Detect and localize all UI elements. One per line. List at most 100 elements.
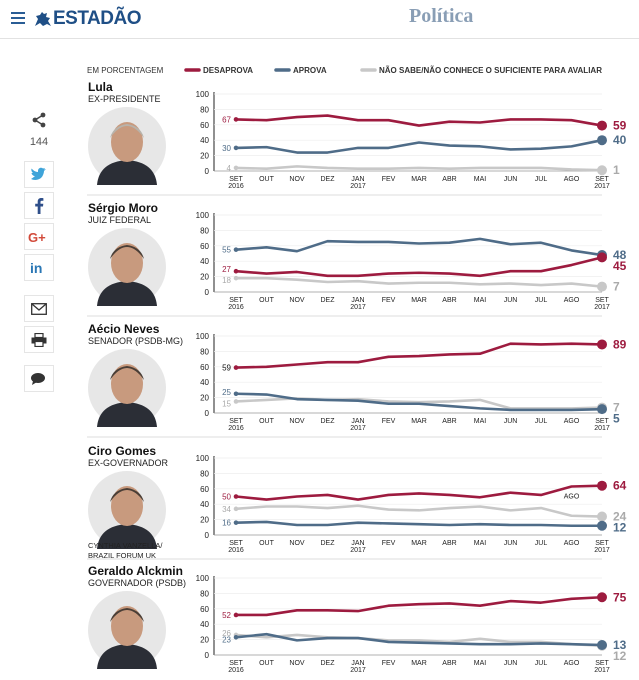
data-point: [597, 511, 607, 522]
data-point: [597, 480, 607, 491]
data-point: [570, 119, 573, 121]
data-point: [540, 241, 542, 244]
twitter-button[interactable]: [24, 161, 54, 188]
end-label: 48: [613, 248, 627, 262]
data-point: [570, 168, 573, 171]
print-icon: [31, 332, 47, 347]
data-point: [509, 600, 512, 602]
x-tick-label: SET: [229, 540, 243, 547]
x-tick-label: JUN: [504, 297, 518, 304]
data-point: [570, 264, 573, 266]
data-point: [296, 609, 298, 612]
data-point: [296, 250, 298, 252]
photo-face: [111, 486, 143, 526]
data-point: [540, 270, 542, 273]
photo-face: [111, 122, 143, 162]
data-point: [479, 275, 481, 277]
data-point: [479, 399, 481, 401]
candidate-role: EX-GOVERNADOR: [88, 458, 169, 468]
data-point: [387, 604, 390, 607]
data-point: [387, 508, 390, 511]
x-tick-label: SET: [229, 660, 243, 667]
series-line-0: [235, 114, 603, 127]
x-tick-label: AGO: [564, 418, 580, 425]
photo-face: [111, 606, 143, 646]
data-point: [265, 633, 268, 636]
data-point: [233, 247, 239, 252]
data-point: [357, 275, 359, 277]
comments-button[interactable]: [24, 365, 54, 392]
x-tick-label: OUT: [259, 418, 275, 425]
data-point: [509, 491, 512, 494]
data-point: [326, 281, 329, 283]
candidate-photo: [88, 591, 166, 669]
data-point: [233, 268, 239, 274]
data-point: [509, 270, 512, 273]
x-tick-label: JAN: [351, 660, 364, 667]
section-title[interactable]: Política: [409, 5, 474, 27]
y-tick-label: 40: [200, 378, 209, 387]
x-tick-label: SET: [595, 418, 609, 425]
end-label: 89: [613, 337, 627, 351]
google-plus-button[interactable]: G+: [24, 223, 54, 250]
x-tick-label: ABR: [442, 660, 456, 667]
start-label: 23: [222, 635, 231, 644]
data-point: [296, 524, 298, 526]
data-point: [418, 603, 420, 605]
data-point: [296, 634, 298, 636]
data-point: [265, 366, 268, 368]
linkedin-button[interactable]: in: [24, 254, 54, 281]
data-point: [265, 393, 268, 396]
data-point: [509, 643, 512, 646]
candidate-name: Sérgio Moro: [88, 201, 158, 215]
candidate-name: Aécio Neves: [88, 322, 160, 336]
data-point: [448, 272, 451, 275]
candidate-photo: [88, 228, 166, 306]
share-icon[interactable]: [24, 112, 54, 128]
x-tick-sublabel: 2017: [350, 183, 366, 190]
hamburger-menu-icon[interactable]: [11, 12, 25, 24]
data-point: [265, 636, 268, 639]
x-tick-sublabel: 2017: [594, 183, 610, 190]
data-point: [357, 498, 359, 501]
print-button[interactable]: [24, 326, 54, 353]
data-point: [479, 145, 481, 148]
data-point: [357, 361, 359, 363]
facebook-button[interactable]: [24, 192, 54, 219]
start-label: 26: [222, 629, 231, 638]
data-point: [418, 355, 420, 357]
end-label: 24: [613, 510, 627, 524]
data-point: [357, 167, 359, 170]
data-point: [265, 277, 268, 279]
data-point: [597, 339, 607, 350]
data-point: [509, 509, 512, 512]
x-tick-label: NOV: [289, 540, 305, 547]
x-tick-label: MAR: [411, 418, 427, 425]
data-point: [326, 399, 329, 401]
data-point: [418, 124, 420, 127]
estadao-logo[interactable]: ESTADÃO: [33, 8, 141, 30]
data-point: [597, 592, 607, 603]
x-tick-label: OUT: [259, 176, 275, 183]
data-point: [357, 280, 359, 283]
data-point: [418, 402, 420, 405]
email-button[interactable]: [24, 295, 54, 322]
data-point: [448, 120, 451, 123]
data-point: [326, 167, 329, 169]
data-point: [570, 597, 573, 600]
end-label: 59: [613, 119, 627, 133]
x-tick-label: OUT: [259, 540, 275, 547]
data-point: [296, 278, 298, 281]
data-point: [448, 602, 451, 605]
y-tick-label: 20: [200, 516, 209, 525]
candidate-role: SENADOR (PSDB-MG): [88, 336, 183, 346]
x-tick-label: MAI: [474, 660, 487, 667]
data-point: [233, 391, 239, 397]
y-tick-label: 80: [200, 105, 209, 114]
x-tick-label: DEZ: [321, 418, 336, 425]
data-point: [597, 165, 607, 176]
data-point: [296, 116, 298, 118]
x-tick-sublabel: 2017: [594, 547, 610, 554]
x-tick-label: JUL: [535, 540, 548, 547]
